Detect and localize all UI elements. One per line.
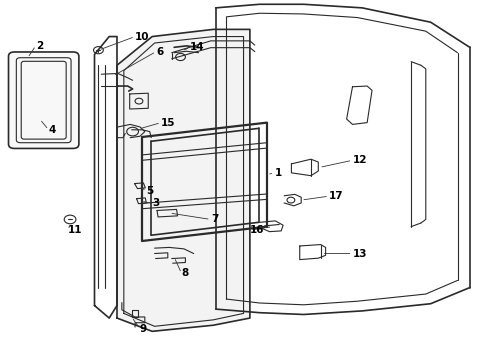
Text: 8: 8 xyxy=(181,268,189,278)
Text: 10: 10 xyxy=(135,32,149,41)
Text: 15: 15 xyxy=(161,118,175,128)
Text: 12: 12 xyxy=(352,155,367,165)
Text: 3: 3 xyxy=(152,198,159,208)
Text: 7: 7 xyxy=(211,215,218,224)
FancyBboxPatch shape xyxy=(8,52,79,148)
Text: 11: 11 xyxy=(68,225,83,235)
Polygon shape xyxy=(117,30,250,331)
Text: 9: 9 xyxy=(140,324,147,334)
Text: 5: 5 xyxy=(147,186,153,197)
Text: 17: 17 xyxy=(329,191,343,201)
Text: 6: 6 xyxy=(156,46,163,57)
Text: 14: 14 xyxy=(190,42,205,52)
Text: 1: 1 xyxy=(274,168,282,178)
Text: 16: 16 xyxy=(250,225,265,235)
Text: 4: 4 xyxy=(49,125,56,135)
Text: 2: 2 xyxy=(36,41,43,50)
Text: 13: 13 xyxy=(352,248,367,258)
